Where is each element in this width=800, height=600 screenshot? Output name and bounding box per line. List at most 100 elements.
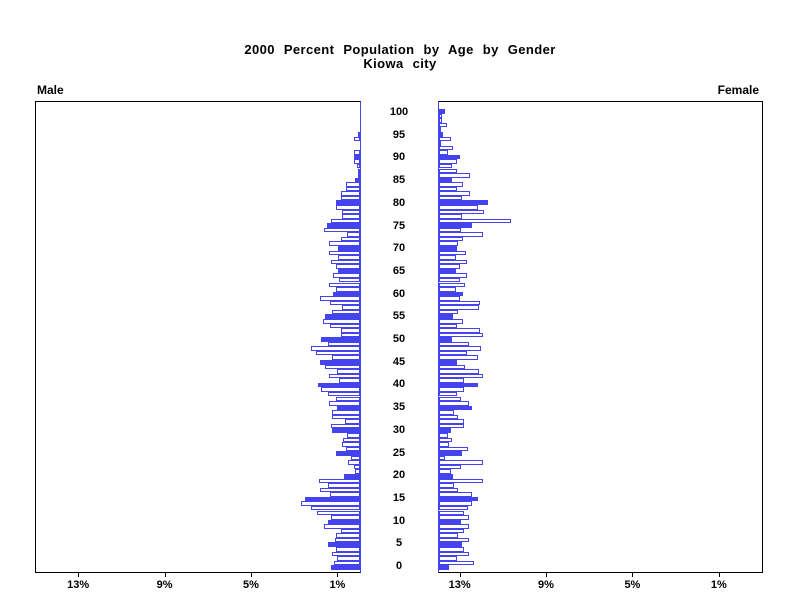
bar-male-age-50 [321,337,360,342]
bar-male-age-75 [326,223,360,228]
bar-female-age-23 [439,460,484,465]
age-tick-label-80: 80 [392,196,406,209]
bar-male-age-15 [304,496,360,502]
x-tick-label-female-13: 1% [710,579,727,591]
bar-female-age-81 [439,195,462,201]
bar-female-age-33 [439,414,459,420]
bar-female-age-92 [439,145,454,151]
bar-male-age-32 [344,419,360,424]
bar-male-age-26 [345,446,360,452]
bar-female-age-84 [439,182,463,187]
bar-female-age-10 [439,519,461,525]
bar-male-age-66 [336,264,360,269]
bar-female-age-94 [439,136,451,142]
bar-female-age-87 [439,168,458,174]
bar-male-age-89 [353,159,360,164]
bar-female-age-46 [439,355,478,360]
bar-female-age-73 [439,232,484,237]
bar-female-age-16 [439,492,473,497]
bar-female-age-5 [439,542,462,547]
x-tick-male-1 [337,572,339,577]
bar-female-age-68 [439,255,457,260]
x-tick-label-male-1: 1% [329,579,346,591]
age-tick-label-50: 50 [392,333,406,345]
bar-female-age-65 [439,268,457,274]
bar-female-age-48 [439,346,482,351]
bar-female-age-15 [439,496,478,502]
bar-male-age-24 [351,455,360,461]
bar-male-age-84 [345,182,360,187]
bar-male-age-51 [340,332,360,338]
bar-male-age-44 [325,364,360,370]
bar-male-age-1 [334,560,360,566]
age-tick-label-100: 100 [389,106,409,118]
bar-female-age-20 [439,474,454,479]
bar-male-age-46 [331,355,360,360]
bar-male-age-71 [328,241,360,246]
bar-male-age-80 [336,200,360,205]
x-tick-female-9 [632,572,634,577]
bar-male-age-4 [336,546,360,552]
bar-male-age-10 [327,519,360,525]
bar-male-age-43 [337,369,360,374]
bar-female-age-79 [439,204,478,210]
bar-female-age-32 [439,419,464,424]
bar-male-age-16 [329,492,360,497]
bar-male-age-76 [330,218,360,224]
bar-female-age-13 [439,505,469,511]
x-tick-male-5 [251,572,252,577]
bar-female-age-71 [439,241,459,246]
bar-female-age-88 [439,163,452,169]
age-tick-label-15: 15 [392,491,406,504]
bar-female-age-3 [439,551,470,557]
x-tick-female-1 [459,572,461,577]
bar-male-age-55 [325,314,360,319]
bar-female-age-30 [439,428,451,433]
bar-female-age-85 [439,177,452,183]
bar-female-age-42 [439,373,484,379]
bar-male-age-40 [317,382,360,388]
bar-male-age-82 [340,191,360,196]
bar-female-age-64 [439,273,468,278]
bar-female-age-60 [439,291,463,297]
bar-female-age-55 [439,314,454,319]
bar-male-age-13 [311,505,360,511]
x-tick-female-5 [546,572,547,577]
age-tick-label-45: 45 [392,355,406,368]
bar-male-age-57 [341,305,360,310]
age-tick-label-70: 70 [392,242,406,255]
bar-female-age-95 [439,132,444,137]
bar-male-age-79 [336,204,360,210]
bar-female-age-86 [439,173,471,178]
age-tick-label-25: 25 [392,446,406,459]
bar-female-age-22 [439,464,461,470]
bar-female-age-17 [439,487,459,493]
bar-female-age-31 [439,423,464,429]
bar-male-age-11 [330,515,360,520]
bar-male-age-9 [324,524,360,529]
bar-female-age-47 [439,350,468,356]
bar-female-age-43 [439,369,479,374]
bar-male-age-7 [336,533,360,538]
bar-female-age-54 [439,318,463,324]
bar-female-age-35 [439,405,473,411]
bar-male-age-65 [338,268,360,274]
bar-female-age-98 [439,118,443,123]
bar-male-age-22 [353,464,360,470]
bar-male-age-94 [353,136,360,142]
bar-male-age-33 [331,414,360,420]
bar-male-age-52 [340,328,360,333]
bar-female-age-38 [439,391,458,397]
bar-male-age-30 [331,428,360,433]
bar-female-age-28 [439,437,452,443]
age-tick-label-20: 20 [392,469,406,482]
bar-female-age-76 [439,218,512,224]
x-tick-label-female-5: 9% [538,579,554,591]
bar-male-age-14 [300,501,360,506]
bar-male-age-0 [330,565,360,570]
bar-male-age-39 [321,387,360,392]
bar-female-age-77 [439,214,462,219]
chart-title: 2000 Percent Population by Age by Gender [244,42,556,57]
age-tick-label-75: 75 [392,219,406,232]
x-tick-label-male-5: 5% [243,579,259,591]
